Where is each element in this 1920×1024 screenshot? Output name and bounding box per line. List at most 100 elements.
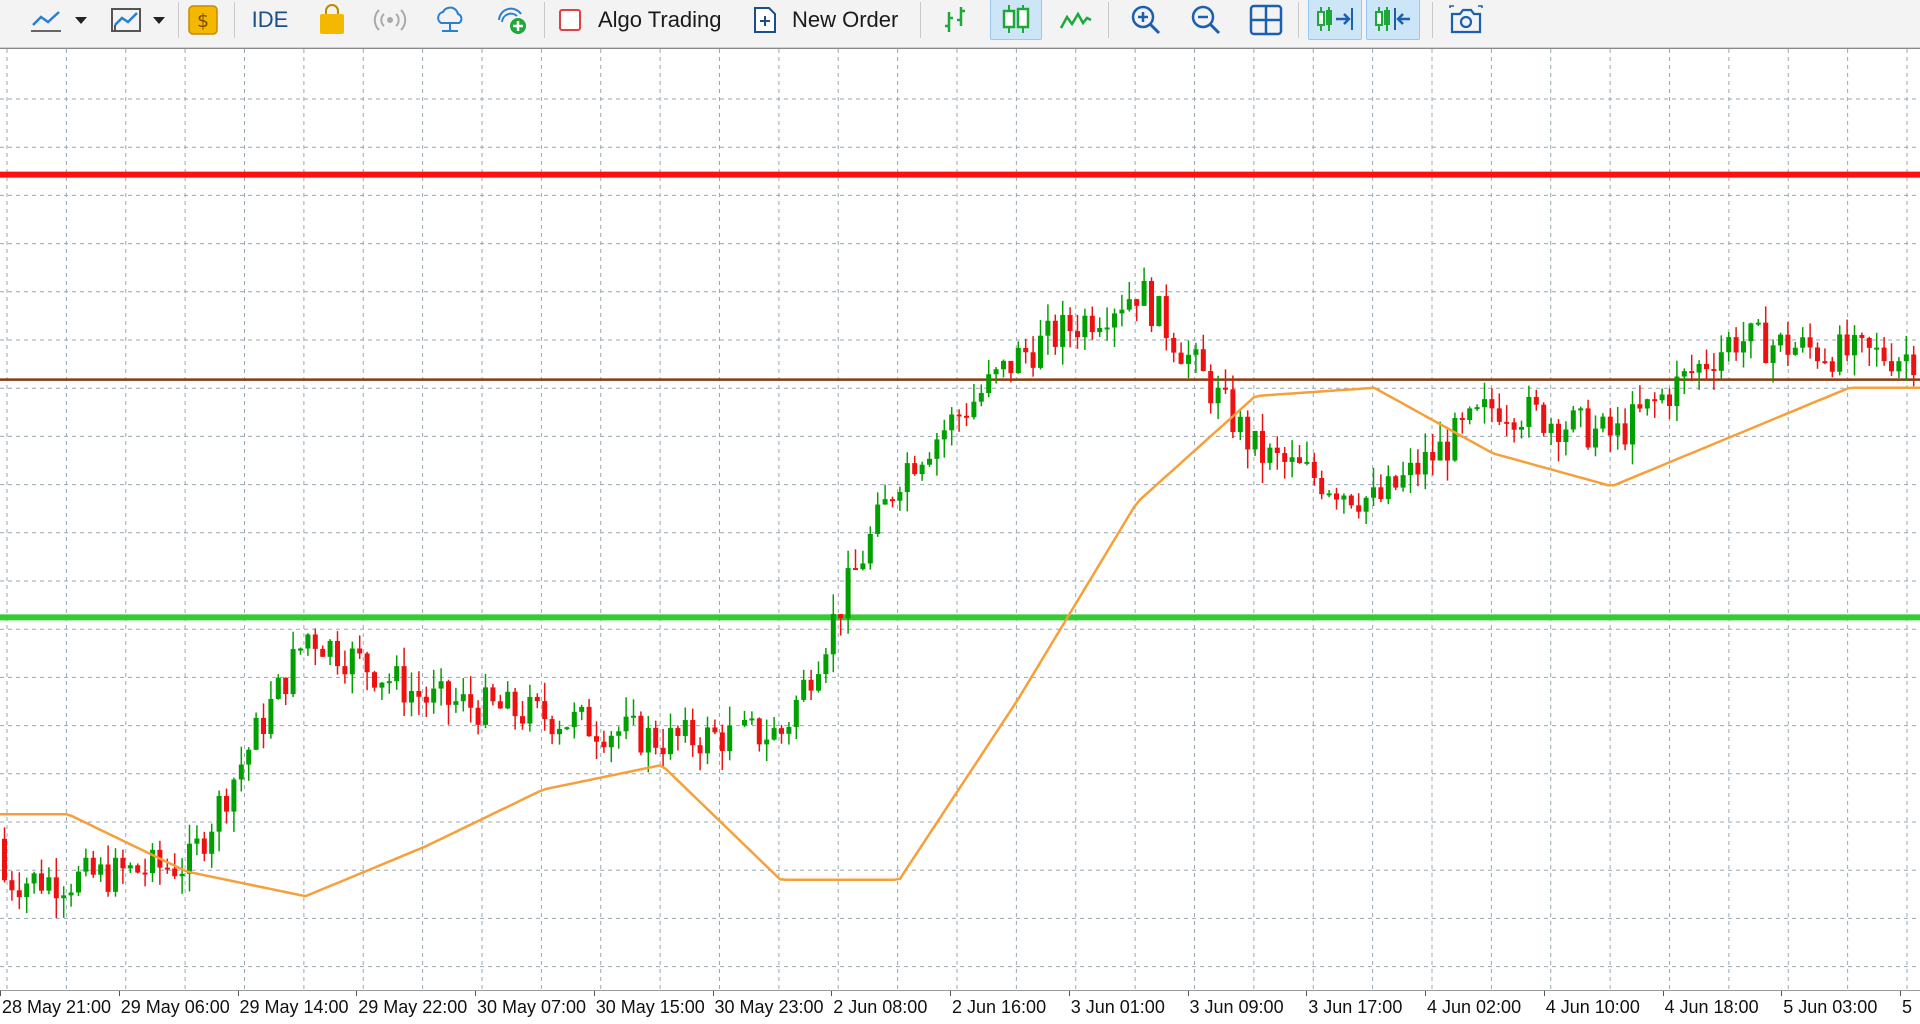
candle-body: [882, 499, 888, 505]
candle-body: [779, 728, 784, 734]
algo-trading-button[interactable]: Algo Trading: [558, 0, 730, 40]
candle-body: [1363, 497, 1369, 512]
bear-candle: [675, 725, 681, 751]
bull-candle: [1852, 325, 1857, 376]
candle-body: [1896, 361, 1902, 372]
x-axis-label: 29 May 06:00: [120, 997, 230, 1017]
candle-body: [675, 728, 681, 736]
bear-candle: [497, 694, 503, 709]
bear-candle: [1807, 323, 1813, 359]
candle-body: [283, 677, 289, 695]
candle-body: [216, 795, 222, 832]
bull-candle: [1644, 398, 1650, 416]
candle-body: [172, 868, 178, 877]
line-icon[interactable]: [1054, 0, 1098, 40]
zoom-in-icon[interactable]: [1124, 0, 1168, 40]
screenshot-icon[interactable]: [1444, 0, 1488, 40]
candle-body: [90, 857, 96, 875]
bear-candle: [372, 670, 377, 692]
bull-candle: [216, 790, 222, 852]
candle-body: [690, 720, 696, 746]
candle-body: [1615, 423, 1621, 436]
dollar-icon[interactable]: $: [186, 0, 220, 40]
zoom-out-icon[interactable]: [1184, 0, 1228, 40]
bull-candle: [113, 848, 118, 897]
vps-icon[interactable]: [490, 0, 534, 40]
candle-body: [897, 492, 903, 501]
bull-candle: [816, 661, 821, 693]
candle-body: [793, 699, 799, 727]
cloud-hosting-icon[interactable]: [430, 0, 470, 40]
bull-candle: [1563, 421, 1569, 456]
candle-body: [1511, 422, 1517, 430]
candle-body: [1459, 418, 1465, 421]
bull-candle: [1400, 461, 1406, 492]
candle-body: [1844, 334, 1850, 356]
candle-body: [1556, 423, 1561, 442]
candle-body: [224, 795, 229, 812]
signals-icon[interactable]: [370, 0, 410, 40]
candlestick-icon[interactable]: [990, 0, 1042, 40]
bull-candle: [1186, 340, 1191, 379]
bull-candle: [1674, 360, 1680, 422]
bar-chart-icon[interactable]: [934, 0, 978, 40]
bull-candle: [882, 484, 888, 505]
x-axis-label: 4 Jun 18:00: [1664, 997, 1759, 1017]
new-order-label: New Order: [792, 7, 899, 32]
candle-body: [1378, 487, 1384, 500]
candle-body: [1104, 327, 1110, 330]
bear-candle: [534, 693, 540, 709]
x-axis-tick: [237, 991, 239, 996]
bull-candle: [83, 848, 89, 877]
bear-candle: [1348, 494, 1354, 509]
candle-body: [1422, 452, 1428, 475]
chart-shift-icon[interactable]: [1366, 0, 1420, 40]
price-chart[interactable]: [0, 48, 1920, 991]
candle-body: [534, 696, 540, 702]
bull-candle: [1526, 385, 1532, 438]
candle-body: [372, 672, 377, 688]
candle-body: [1659, 394, 1665, 401]
toolbar-separator: [1108, 2, 1109, 38]
tile-windows-icon[interactable]: [1244, 0, 1288, 40]
bear-candle: [423, 686, 429, 718]
bear-candle: [416, 671, 422, 715]
candle-body: [949, 414, 955, 431]
candle-body: [61, 895, 67, 899]
candle-body: [76, 871, 81, 893]
indicators-icon[interactable]: [104, 0, 148, 40]
candle-body: [1630, 404, 1635, 445]
new-order-button[interactable]: New Order: [752, 0, 912, 40]
market-bag-icon[interactable]: [312, 0, 352, 40]
bull-candle: [24, 877, 30, 914]
candle-body: [1341, 495, 1347, 500]
candle-body: [1881, 347, 1887, 362]
x-axis-tick: [1187, 991, 1189, 996]
candle-body: [1866, 337, 1872, 348]
candle-body: [1126, 299, 1132, 310]
candle-body: [1733, 337, 1739, 353]
bear-candle: [594, 721, 599, 760]
x-axis-label: 2 Jun 16:00: [952, 997, 1047, 1017]
candle-body: [904, 463, 910, 493]
ide-button[interactable]: IDE: [244, 0, 296, 40]
dropdown-arrow-icon[interactable]: [72, 0, 90, 40]
bear-candle: [1459, 412, 1465, 434]
bull-candle: [1482, 382, 1487, 424]
candle-body: [1348, 495, 1354, 506]
candle-body: [9, 880, 15, 891]
bull-candle: [1193, 342, 1199, 373]
candle-body: [527, 696, 533, 724]
bear-candle: [16, 872, 22, 910]
autoscroll-icon[interactable]: [1308, 0, 1362, 40]
candle-body: [24, 883, 30, 898]
candle-body: [305, 634, 311, 649]
chart-canvas[interactable]: [0, 49, 1920, 991]
line-chart-icon[interactable]: [24, 0, 68, 40]
bull-candle: [1578, 406, 1584, 428]
bear-candle: [1911, 345, 1917, 387]
x-axis-tick: [950, 991, 951, 996]
ma-line: [0, 386, 1920, 898]
dropdown-arrow-icon[interactable]: [150, 0, 168, 40]
candle-body: [1911, 354, 1917, 376]
